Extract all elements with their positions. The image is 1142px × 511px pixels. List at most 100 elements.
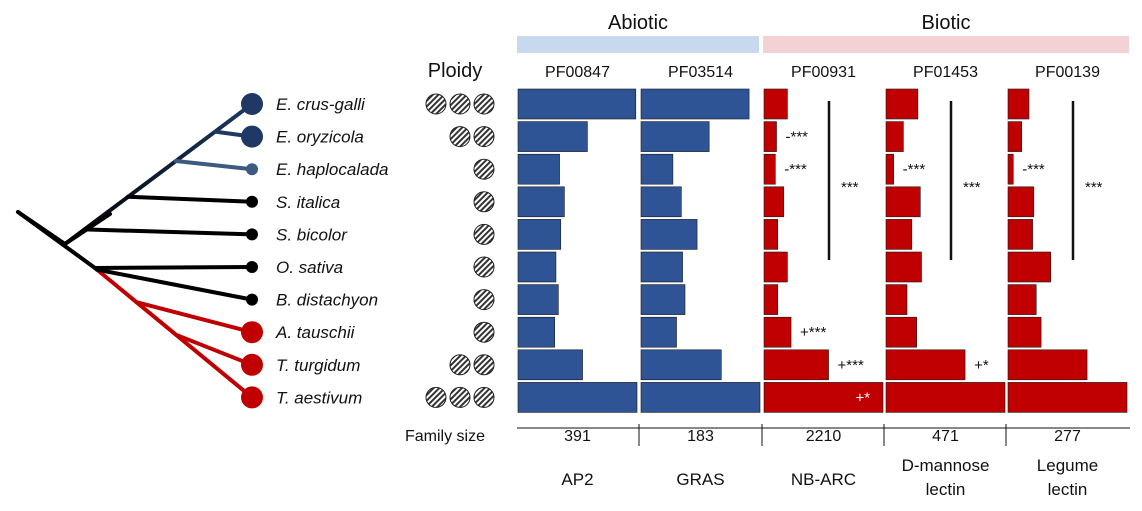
- bar: [885, 251, 922, 283]
- ploidy-genome-icon: [449, 386, 471, 408]
- tree-branch: [93, 265, 254, 270]
- bar: [1007, 219, 1033, 250]
- tree-branch-upper: [63, 102, 254, 246]
- bar: [885, 153, 894, 185]
- ploidy-genome-icon: [473, 158, 495, 180]
- family-size-value: 391: [564, 428, 591, 445]
- bar: [885, 186, 921, 218]
- family-size-value: 277: [1054, 428, 1081, 445]
- family-size-value: 183: [687, 428, 714, 445]
- bar: [885, 121, 904, 152]
- ploidy-genome-icon: [473, 126, 495, 148]
- bar: [1007, 382, 1128, 413]
- bar: [763, 88, 788, 120]
- bar: [1007, 186, 1035, 218]
- ploidy-genome-icon: [473, 289, 495, 311]
- ploidy-genome-icon: [473, 256, 495, 278]
- bar: [1007, 251, 1052, 283]
- species-label: O. sativa: [276, 258, 343, 277]
- tree-branch: [126, 194, 254, 204]
- significance-label: -***: [903, 161, 926, 178]
- family-name-label: GRAS: [676, 470, 724, 489]
- ploidy-genome-icon: [425, 93, 447, 115]
- family-name-label: NB-ARC: [791, 470, 856, 489]
- ploidy-header: Ploidy: [428, 60, 482, 82]
- bar: [517, 316, 556, 348]
- significance-label: +*: [856, 389, 871, 406]
- tree-tip-node: [246, 163, 258, 176]
- bracket-significance-label: ***: [963, 179, 981, 196]
- ploidy-genome-icon: [473, 191, 495, 213]
- ploidy-genome-icon: [473, 223, 495, 245]
- abiotic-group-band: [517, 36, 759, 53]
- bar: [1007, 153, 1014, 185]
- significance-label: +***: [838, 357, 864, 374]
- tree-branch: [94, 267, 254, 302]
- abiotic-group-label: Abiotic: [608, 12, 668, 34]
- family-size-value: 2210: [806, 428, 842, 445]
- family-size-label: Family size: [405, 428, 485, 445]
- species-label: S. italica: [276, 193, 340, 212]
- species-label: T. aestivum: [276, 388, 362, 407]
- bar: [885, 284, 908, 315]
- phylogenetic-tree: [16, 93, 263, 409]
- bar-panels: PF00847 PF03514 PF00931 -*** -*** +*** +*** +* *…: [517, 64, 1128, 413]
- significance-label: +*: [974, 357, 989, 374]
- bar: [517, 349, 583, 381]
- species-label: E. haplocalada: [276, 160, 388, 179]
- bar: [640, 251, 683, 283]
- bar: [1007, 88, 1030, 120]
- bar: [885, 382, 1006, 413]
- ploidy-genome-icon: [473, 354, 495, 376]
- tree-tip-node: [246, 195, 258, 208]
- bar: [640, 121, 710, 152]
- pfam-id-label: PF01453: [913, 64, 978, 81]
- bar: [517, 88, 637, 120]
- biotic-group-label: Biotic: [922, 12, 971, 34]
- bar: [640, 153, 674, 185]
- tree-branch-lower-base: [16, 210, 97, 270]
- bar: [885, 88, 919, 120]
- bar: [517, 251, 557, 283]
- species-labels: E. crus-galli E. oryzicola E. haplocalada S…: [275, 95, 388, 407]
- bar: [763, 382, 884, 413]
- bar: [517, 284, 559, 315]
- species-label: B. distachyon: [276, 291, 378, 310]
- bar: [763, 316, 792, 348]
- tree-tip-node: [241, 353, 263, 376]
- ploidy-genome-icon: [473, 93, 495, 115]
- significance-label: -***: [784, 161, 807, 178]
- tree-tip-node: [241, 93, 263, 115]
- tree-branch: [174, 332, 254, 367]
- bar: [640, 186, 682, 218]
- bar: [885, 349, 966, 381]
- family-name-label: AP2: [561, 470, 593, 489]
- ploidy-genome-icon: [425, 386, 447, 408]
- tree-tip-node: [241, 125, 263, 148]
- bar: [517, 153, 560, 185]
- bar: [885, 219, 913, 250]
- pfam-id-label: PF03514: [668, 64, 733, 81]
- bar: [640, 284, 686, 315]
- bar: [640, 219, 698, 250]
- family-name-label: Legume lectin: [1037, 456, 1098, 499]
- tree-branch: [82, 227, 254, 237]
- tree-tip-node: [246, 293, 258, 306]
- family-footer: 391 AP2 183 GRAS 2210 NB-ARC 471 D-mannose lecti…: [561, 424, 1098, 499]
- ploidy-genome-icon: [473, 386, 495, 408]
- bar: [1007, 349, 1088, 381]
- bar: [1007, 316, 1042, 348]
- bar: [763, 153, 776, 185]
- ploidy-genome-icon: [449, 93, 471, 115]
- family-size-value: 471: [932, 428, 959, 445]
- bar: [885, 316, 917, 348]
- species-label: T. turgidum: [276, 356, 360, 375]
- species-label: E. crus-galli: [276, 95, 366, 114]
- biotic-group-band: [763, 36, 1129, 53]
- bar: [517, 219, 562, 250]
- tree-tip-node: [246, 261, 258, 273]
- bar: [763, 251, 788, 283]
- ploidy-genome-icon: [449, 126, 471, 148]
- tree-tip-node: [246, 228, 258, 241]
